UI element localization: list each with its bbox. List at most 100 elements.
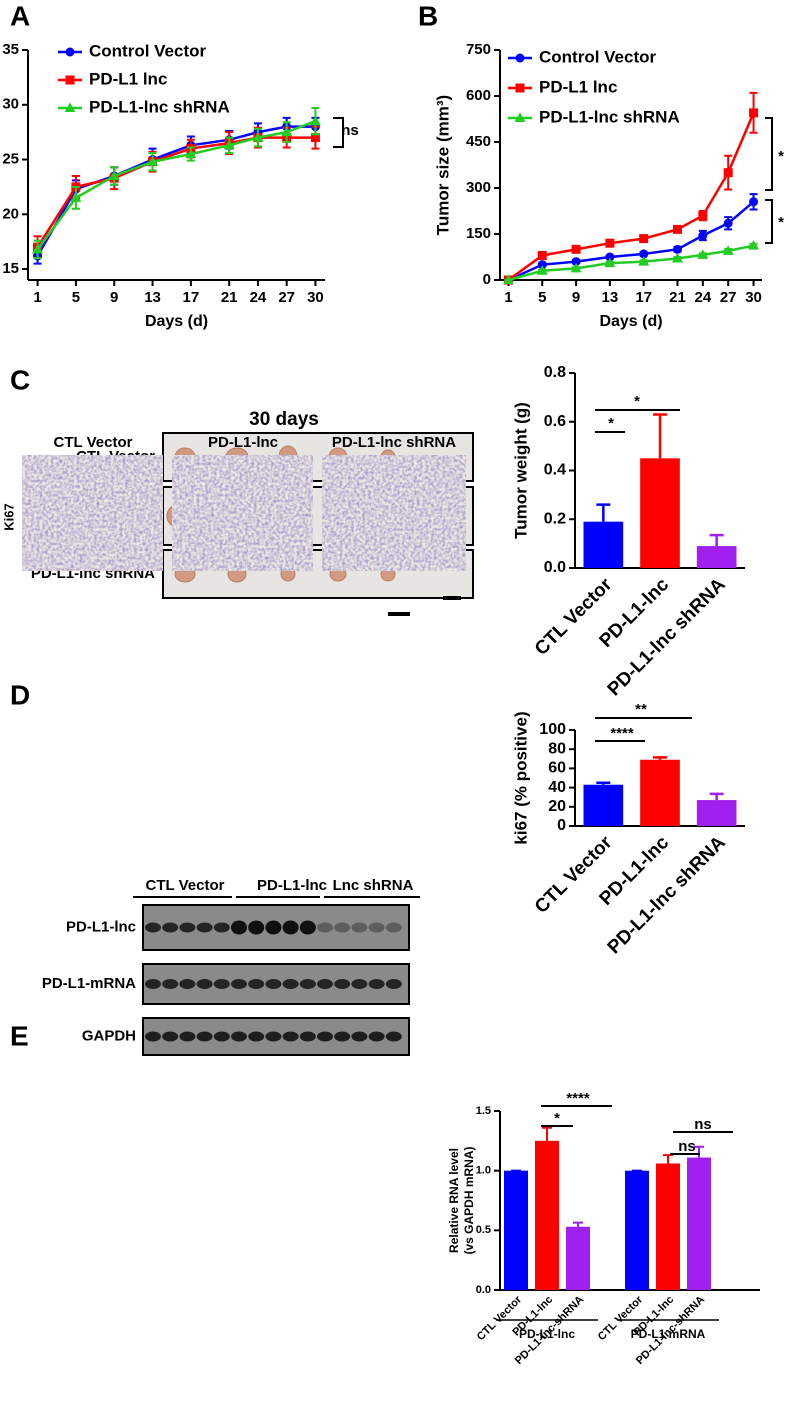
y-tick-label: 30 <box>2 96 19 113</box>
x-tick-label: 30 <box>307 289 324 306</box>
bar <box>640 458 680 568</box>
marker <box>748 240 760 250</box>
blot-band <box>368 979 385 989</box>
marker <box>281 126 293 137</box>
panel-label: B <box>418 0 438 31</box>
x-tick-label: 13 <box>144 289 161 306</box>
significance-label: ns <box>694 1116 712 1133</box>
blot-band <box>334 979 351 989</box>
y-axis-label: Relative RNA level <box>447 1148 461 1253</box>
y-tick-label: 300 <box>466 179 491 196</box>
legend-label: PD-L1 lnc <box>539 77 617 96</box>
legend-swatch <box>65 47 75 57</box>
y-tick-label: 450 <box>466 133 491 150</box>
marker <box>310 133 320 143</box>
y-tick-label: 100 <box>539 721 566 738</box>
x-tick-label: 5 <box>72 289 80 306</box>
blot-band <box>385 922 402 933</box>
marker <box>147 156 159 166</box>
marker <box>570 262 582 273</box>
y-tick-label: 0.0 <box>544 559 566 576</box>
marker <box>698 231 708 241</box>
row-label: PD-L1-mRNA <box>42 975 136 992</box>
marker <box>70 192 82 202</box>
blot-band <box>265 979 282 989</box>
y-tick-label: 0 <box>483 271 491 288</box>
blot-band <box>145 979 161 989</box>
column-label: PD-L1-lnc shRNA <box>332 434 456 451</box>
significance-label: ** <box>635 701 647 718</box>
marker <box>605 252 615 262</box>
panel-label: E <box>10 1020 29 1051</box>
y-tick-label: 20 <box>2 205 19 222</box>
blot-band <box>299 1031 316 1042</box>
y-tick-label: 40 <box>548 779 566 796</box>
y-tick-label: 1.5 <box>476 1105 491 1117</box>
blot-band <box>385 979 402 989</box>
marker <box>309 115 321 126</box>
photo-title: 30 days <box>249 409 319 430</box>
column-label: CTL Vector <box>54 434 133 451</box>
x-tick-label: 21 <box>669 289 686 306</box>
marker <box>108 170 120 180</box>
legend-label: PD-L1 lnc <box>89 69 167 88</box>
significance-bracket <box>765 117 773 191</box>
x-axis-label: Days (d) <box>599 313 662 330</box>
significance-label: **** <box>566 1090 590 1107</box>
significance-label: * <box>554 1110 560 1127</box>
legend-swatch <box>65 75 75 85</box>
row-label: Ki67 <box>1 503 16 530</box>
x-tick-label: 17 <box>183 289 200 306</box>
blot-band <box>265 920 282 935</box>
legend-label: Control Vector <box>539 47 657 66</box>
x-tick-label: 5 <box>538 289 546 306</box>
panel-label: D <box>10 679 30 710</box>
error-bar <box>596 503 611 522</box>
marker <box>571 244 581 254</box>
blot-band <box>179 1031 196 1042</box>
blot-band <box>162 979 179 989</box>
marker <box>604 257 616 268</box>
group-label: PD-L1 mRNA <box>631 1327 706 1341</box>
bar <box>696 546 737 568</box>
group-label: PD-L1-lnc <box>519 1327 575 1341</box>
blot-band <box>368 922 385 933</box>
blot-band <box>145 1031 161 1042</box>
blot-band <box>179 979 196 989</box>
x-tick-label: 17 <box>635 289 652 306</box>
significance-label: * <box>778 214 784 231</box>
blot-band <box>196 979 213 989</box>
y-tick-label: 0.2 <box>544 510 566 527</box>
y-axis-label: Tumor size (mm³) <box>433 95 452 235</box>
y-tick-label: 1.0 <box>476 1165 491 1177</box>
ihc-image <box>172 455 313 571</box>
x-tick-label: 27 <box>278 289 295 306</box>
error-bar <box>596 781 611 785</box>
x-tick-label: 1 <box>504 289 512 306</box>
error-bar <box>709 533 724 547</box>
marker <box>672 224 682 234</box>
ihc-image <box>322 455 466 571</box>
marker <box>32 243 44 254</box>
blot-band <box>317 979 333 989</box>
marker <box>749 197 759 207</box>
bar <box>583 521 624 568</box>
legend-swatch <box>515 53 525 63</box>
column-label: PD-L1-lnc <box>208 434 278 451</box>
y-tick-label: 80 <box>548 740 566 757</box>
significance-bracket <box>333 117 344 148</box>
blot-band <box>213 1031 230 1042</box>
legend-swatch <box>514 112 526 122</box>
marker <box>672 244 682 254</box>
error-bar <box>663 1154 673 1164</box>
blot-band <box>213 922 230 933</box>
significance-label: * <box>608 415 614 432</box>
blot-band <box>196 1031 213 1042</box>
y-tick-label: 60 <box>548 760 566 777</box>
bar <box>583 784 624 826</box>
blot-band <box>351 1031 368 1042</box>
significance-bracket <box>765 199 773 244</box>
blot-band <box>145 922 161 933</box>
